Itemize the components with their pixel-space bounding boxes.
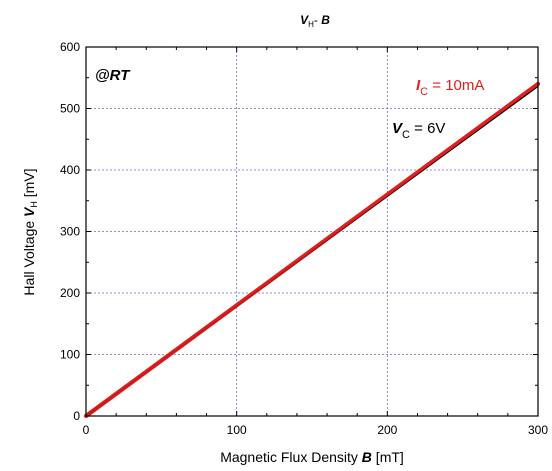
vc-sub: C bbox=[402, 129, 410, 141]
y-tick-label: 0 bbox=[73, 409, 80, 423]
x-tick-label: 100 bbox=[227, 423, 247, 437]
ic-value: = 10mA bbox=[428, 77, 484, 94]
y-tick-label: 500 bbox=[60, 102, 80, 116]
vc-value: = 6V bbox=[410, 120, 445, 137]
y-tick-label: 400 bbox=[60, 163, 80, 177]
ic-annotation: IC = 10mA bbox=[416, 77, 484, 98]
ylabel-sub: H bbox=[29, 201, 39, 208]
vc-annotation: VC = 6V bbox=[392, 120, 445, 141]
x-tick-label: 300 bbox=[528, 423, 548, 437]
ic-var: I bbox=[416, 77, 421, 94]
x-axis-label: Magnetic Flux Density B [mT] bbox=[220, 449, 404, 465]
ylabel-pre: Hall Voltage bbox=[21, 217, 37, 296]
ic-sub: C bbox=[420, 86, 428, 98]
y-tick-label: 300 bbox=[60, 225, 80, 239]
series-line-0-overlay bbox=[85, 82, 539, 418]
vc-var: V bbox=[392, 120, 404, 137]
x-tick-label: 200 bbox=[377, 423, 397, 437]
title-sub: H bbox=[308, 20, 314, 29]
series-lines bbox=[83, 81, 541, 419]
x-tick-label: 0 bbox=[83, 423, 90, 437]
title-sep: - bbox=[314, 13, 321, 27]
ylabel-var: V bbox=[21, 206, 37, 217]
xlabel-post: [mT] bbox=[372, 449, 404, 465]
y-tick-label: 600 bbox=[60, 40, 80, 54]
ylabel-post: [mV] bbox=[21, 168, 37, 201]
xlabel-pre: Magnetic Flux Density bbox=[220, 449, 362, 465]
title-var2: B bbox=[321, 13, 330, 27]
y-tick-label: 100 bbox=[60, 348, 80, 362]
xlabel-var: B bbox=[362, 449, 372, 465]
title-var: V bbox=[300, 13, 309, 27]
rt-annotation: @RT bbox=[95, 67, 131, 84]
y-tick-label: 200 bbox=[60, 286, 80, 300]
y-axis-label: Hall Voltage VH [mV] bbox=[21, 168, 39, 295]
axis-ticks: 0 100 200 300 0 100 200 300 400 500 600 bbox=[60, 40, 548, 437]
grid-lines bbox=[86, 47, 538, 416]
chart-title: VH- B bbox=[300, 13, 330, 29]
